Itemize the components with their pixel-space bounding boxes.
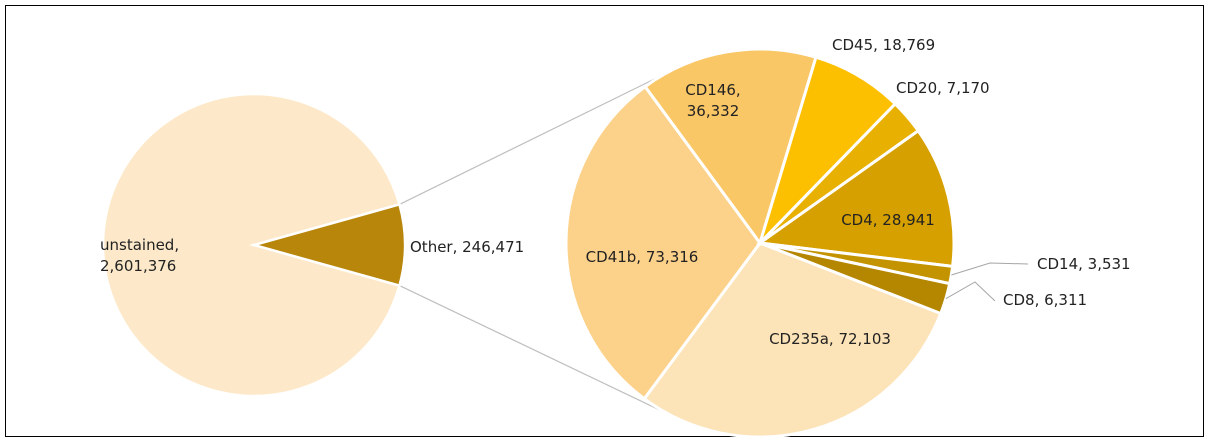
pie-slice-cd235a	[642, 241, 943, 439]
data-label-cd8: CD8, 6,311	[1003, 291, 1087, 309]
data-label-cd4: CD4, 28,941	[841, 211, 935, 229]
pie-slice-cd41b	[564, 84, 762, 401]
connector-lines	[399, 63, 685, 417]
data-label-cd14: CD14, 3,531	[1037, 255, 1131, 273]
connector-line-top	[399, 63, 685, 205]
data-label-cd235a: CD235a, 72,103	[769, 330, 891, 348]
pie-slice-other	[249, 202, 407, 288]
leader-line-cd8	[945, 281, 996, 302]
pie-slice-cd4	[755, 128, 956, 269]
secondary-pie	[564, 47, 956, 439]
data-labels: unstained, 2,601,376 Other, 246,471 CD235a,…	[100, 36, 1131, 348]
leader-lines	[945, 262, 1029, 302]
pie-slice-cd8	[759, 241, 952, 316]
data-label-cd20: CD20, 7,170	[896, 79, 990, 97]
connector-line-bottom	[399, 285, 673, 417]
data-label-other: Other, 246,471	[410, 238, 524, 256]
data-label-cd45: CD45, 18,769	[832, 36, 935, 54]
data-label-unstained: unstained, 2,601,376	[100, 236, 179, 275]
leader-line-cd14	[951, 262, 1029, 276]
data-label-cd41b: CD41b, 73,316	[586, 248, 699, 266]
main-pie	[101, 92, 407, 398]
data-label-cd146: CD146, 36,332	[685, 81, 740, 120]
